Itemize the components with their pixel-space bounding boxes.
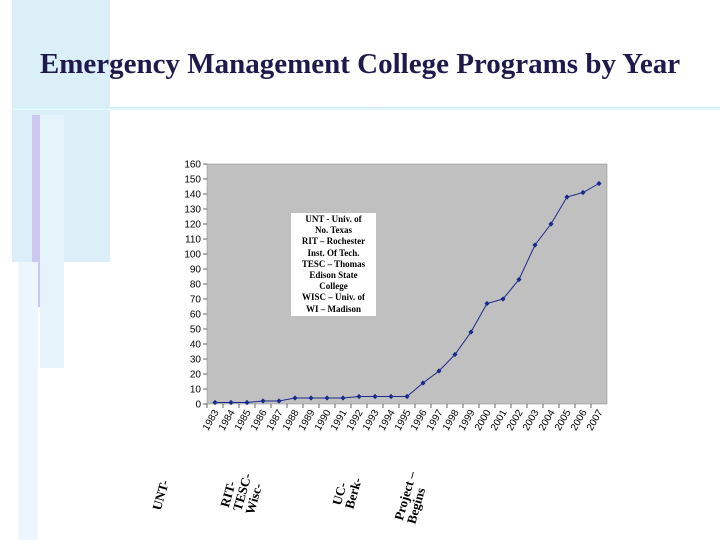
data-point: [372, 393, 378, 400]
data-point: [468, 329, 474, 335]
y-tick-label: 150: [184, 175, 201, 186]
note-line: WI – Madison: [305, 303, 361, 314]
y-tick-label: 0: [195, 400, 201, 411]
y-tick-label: 20: [190, 370, 202, 381]
data-point: [356, 393, 362, 400]
decor-block-pale-blue: [40, 115, 64, 368]
data-point: [452, 351, 458, 358]
title-divider: [12, 107, 720, 110]
data-point: [324, 395, 330, 401]
data-point: [340, 395, 346, 401]
y-tick-label: 60: [190, 310, 202, 321]
y-tick-label: 120: [184, 220, 201, 231]
note-line: WISC – Univ. of: [301, 292, 365, 303]
data-point: [420, 380, 426, 386]
y-tick-label: 80: [190, 280, 202, 291]
data-point: [532, 242, 538, 248]
y-tick-label: 110: [185, 235, 201, 246]
data-point: [580, 189, 586, 196]
data-point: [388, 393, 394, 400]
note-line: No. Texas: [314, 225, 352, 236]
y-tick-label: 140: [184, 190, 201, 201]
y-tick-label: 90: [190, 265, 202, 276]
series-points: [212, 180, 602, 406]
data-point: [228, 399, 234, 406]
y-tick-label: 40: [190, 340, 202, 351]
data-point: [212, 399, 218, 406]
y-axis: 0 10 20 30 40 50 60 70 80 90 100 110 120 130 140 150 160: [184, 160, 207, 411]
y-tick-label: 160: [184, 160, 201, 171]
y-tick-label: 70: [190, 295, 202, 306]
data-point: [436, 368, 442, 374]
y-tick-label: 130: [184, 205, 201, 216]
x-axis: 1983198419851986198719881989199019911992…: [201, 404, 606, 433]
data-point: [404, 393, 410, 400]
plot-area: [206, 163, 608, 405]
data-point: [308, 395, 314, 401]
note-line: RIT – Rochester: [301, 236, 366, 247]
data-point: [500, 296, 506, 302]
decor-strip-left: [18, 262, 38, 540]
x-tick-label: 2007: [585, 408, 606, 433]
note-line: UNT - Univ. of: [305, 214, 362, 224]
data-point: [260, 398, 266, 404]
data-point: [276, 398, 282, 404]
data-point: [596, 180, 602, 187]
y-tick-label: 10: [190, 385, 202, 396]
note-line: TESC – Thomas: [301, 258, 366, 269]
note-line: Edison State: [309, 270, 358, 281]
data-point: [484, 300, 490, 307]
data-point: [244, 399, 250, 406]
note-line: Inst. Of Tech.: [307, 247, 360, 258]
abbreviation-note: UNT - Univ. of No. Texas RIT – Rochester…: [291, 213, 376, 316]
page-title: Emergency Management College Programs by…: [39, 48, 681, 80]
data-point: [292, 395, 298, 401]
data-point: [516, 276, 522, 283]
data-point: [548, 221, 554, 227]
note-line: College: [319, 281, 348, 292]
y-tick-label: 30: [190, 355, 202, 366]
y-tick-label: 50: [190, 325, 202, 336]
y-tick-label: 100: [184, 250, 201, 261]
data-point: [564, 194, 570, 200]
